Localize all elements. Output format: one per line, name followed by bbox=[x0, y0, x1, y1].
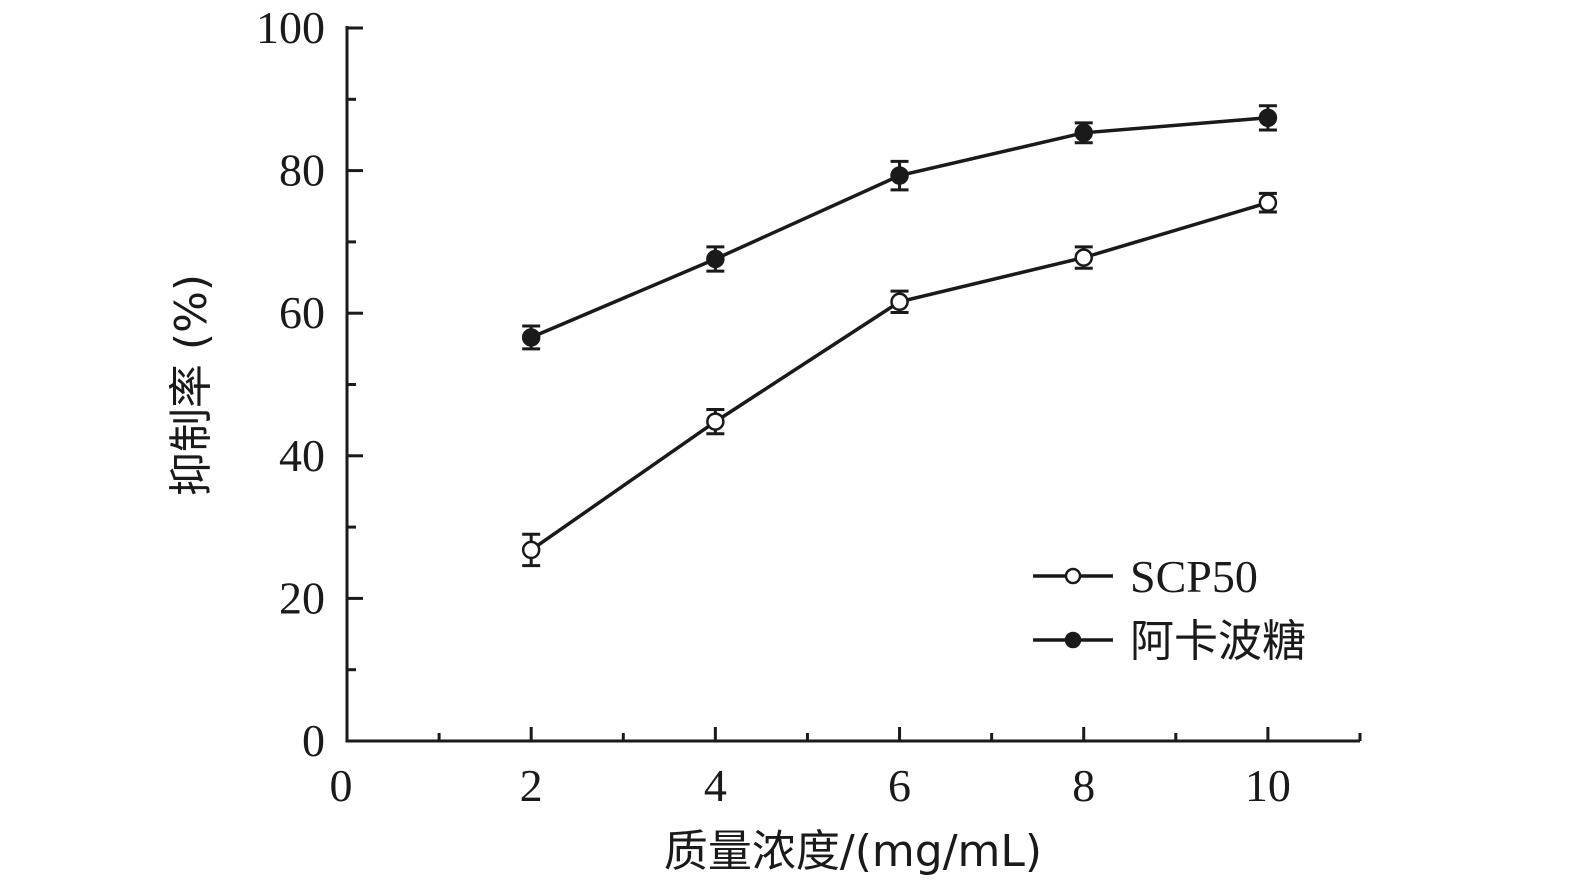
series-layer bbox=[521, 104, 1278, 568]
y-tick-label: 80 bbox=[279, 145, 325, 196]
data-point bbox=[1074, 248, 1093, 267]
x-tick-label: 4 bbox=[704, 760, 727, 811]
data-point bbox=[1258, 108, 1278, 128]
series-acarbose bbox=[521, 104, 1278, 351]
data-point bbox=[521, 540, 541, 560]
legend-entry-scp50: SCP50 bbox=[1033, 551, 1258, 602]
y-tick-label: 20 bbox=[279, 572, 325, 623]
y-tick-label: 0 bbox=[302, 715, 325, 766]
x-ticks: 0 2 4 6 8 10 bbox=[330, 727, 1362, 811]
data-point bbox=[890, 292, 909, 312]
x-tick-label: 6 bbox=[888, 760, 911, 811]
legend-marker-acarbose bbox=[1064, 631, 1082, 649]
x-tick-label: 8 bbox=[1072, 760, 1095, 811]
legend-label-scp50: SCP50 bbox=[1130, 551, 1258, 602]
x-tick-label: 10 bbox=[1245, 760, 1291, 811]
legend-marker-scp50 bbox=[1064, 567, 1082, 585]
data-point bbox=[706, 412, 725, 431]
legend-entry-acarbose: 阿卡波糖 bbox=[1033, 616, 1306, 667]
series-line bbox=[530, 201, 1269, 552]
x-tick-label: 0 bbox=[330, 760, 353, 811]
data-point bbox=[890, 166, 909, 185]
series-scp50 bbox=[521, 191, 1278, 568]
y-ticks: 0 20 40 60 80 100 bbox=[256, 2, 363, 766]
x-axis-title: 质量浓度/(mg/mL) bbox=[664, 826, 1042, 877]
data-point bbox=[1258, 193, 1278, 212]
legend: SCP50 阿卡波糖 bbox=[1033, 551, 1306, 667]
legend-label-acarbose: 阿卡波糖 bbox=[1130, 616, 1306, 667]
y-tick-label: 100 bbox=[256, 2, 325, 53]
y-tick-label: 40 bbox=[279, 430, 325, 481]
y-axis-title: 抑制率 (%) bbox=[166, 274, 217, 496]
data-point bbox=[706, 249, 725, 269]
x-tick-label: 2 bbox=[520, 760, 543, 811]
y-tick-label: 60 bbox=[279, 287, 325, 338]
data-point bbox=[521, 328, 541, 347]
data-point bbox=[1074, 123, 1093, 143]
